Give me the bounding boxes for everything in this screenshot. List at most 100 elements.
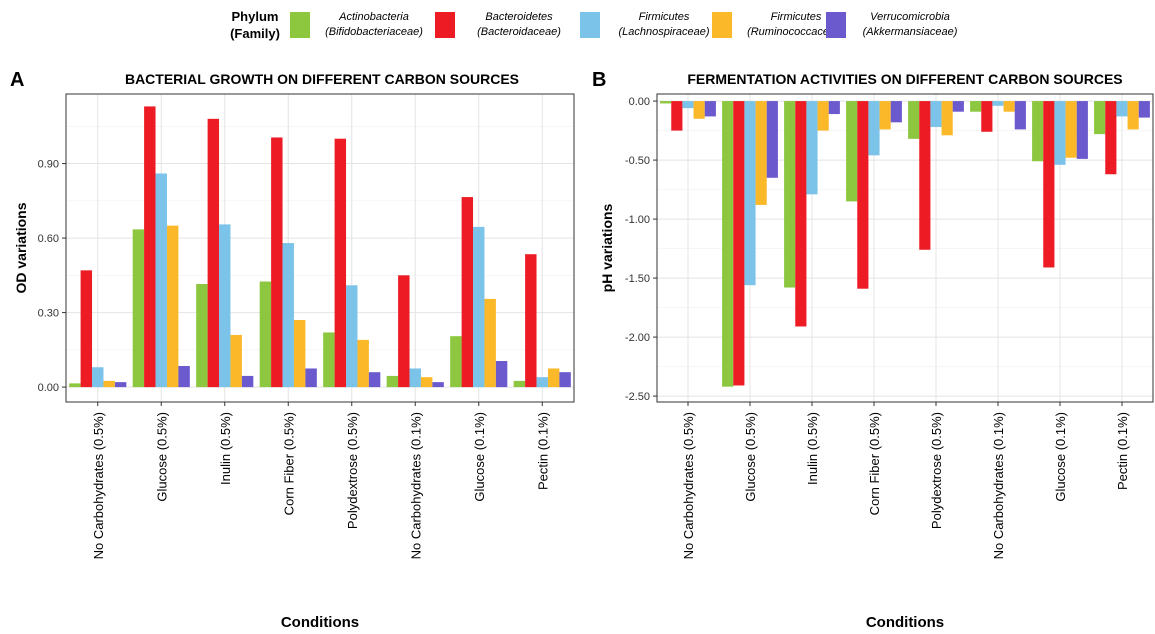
bar: [346, 285, 358, 388]
y-tick-label: 0.00: [38, 382, 59, 394]
bar: [1127, 101, 1139, 130]
chart-title: FERMENTATION ACTIVITIES ON DIFFERENT CAR…: [687, 71, 1122, 87]
bar: [857, 101, 869, 289]
legend-label-family: (Bifidobacteriaceae): [325, 26, 423, 38]
bar: [334, 138, 347, 388]
legend-label-family: (Akkermansiaceae): [862, 26, 958, 38]
bar: [420, 377, 433, 388]
bar: [704, 101, 716, 117]
bar: [536, 377, 548, 388]
bar: [178, 365, 190, 388]
legend-label: Verrucomicrobia (Akkermansiaceae): [850, 10, 970, 40]
bar: [484, 298, 496, 388]
bar: [386, 375, 399, 388]
bar: [513, 380, 526, 388]
bar: [219, 224, 231, 388]
bar: [114, 382, 127, 388]
bar: [323, 332, 335, 388]
y-tick-label: 0.60: [38, 233, 59, 245]
x-tick-label: Pectin (0.1%): [1115, 412, 1130, 490]
legend-label-phylum: Verrucomicrobia: [870, 11, 950, 23]
x-tick-label: Inulin (0.5%): [805, 412, 820, 485]
bar: [828, 101, 840, 115]
bar: [1076, 101, 1088, 159]
legend-label: Firmicutes (Lachnospiraceae): [604, 10, 724, 40]
y-tick-label: 0.00: [629, 96, 650, 108]
bar: [755, 101, 767, 205]
bar: [132, 229, 145, 388]
bar: [846, 101, 858, 202]
x-tick-label: Corn Fiber (0.5%): [281, 412, 296, 515]
bar: [103, 380, 115, 388]
bar: [941, 101, 953, 136]
x-tick-label: No Carbohydrates (0.5%): [91, 412, 106, 559]
bar: [230, 334, 242, 388]
bar: [733, 101, 745, 386]
bar: [744, 101, 756, 286]
x-tick-label: Glucose (0.1%): [472, 412, 487, 502]
bar: [682, 101, 694, 109]
bar: [282, 243, 294, 388]
x-tick-label: Inulin (0.5%): [218, 412, 233, 485]
chart-legend: Phylum (Family) Actinobacteria (Bifidobac…: [228, 6, 958, 44]
x-tick-label: No Carbohydrates (0.5%): [681, 412, 696, 559]
bar: [166, 225, 179, 388]
bar: [981, 101, 993, 132]
bar: [817, 101, 829, 131]
bar: [1138, 101, 1150, 118]
legend-label: Actinobacteria (Bifidobacteriaceae): [314, 10, 434, 40]
y-tick-label: 0.30: [38, 308, 59, 320]
plot-border: [65, 93, 575, 403]
bar: [952, 101, 964, 112]
chart-title: BACTERIAL GROWTH ON DIFFERENT CARBON SOU…: [125, 71, 519, 87]
bar: [766, 101, 778, 178]
bar: [305, 368, 317, 388]
bar: [784, 101, 796, 288]
legend-label-family: (Bacteroidaceae): [477, 26, 561, 38]
bar: [69, 383, 81, 388]
legend-swatch: [435, 12, 455, 38]
bar: [1065, 101, 1077, 158]
bar: [722, 101, 734, 387]
bar: [1105, 101, 1117, 175]
bar: [144, 106, 156, 388]
x-tick-label: Pectin (0.1%): [535, 412, 550, 490]
y-tick-label: -1.50: [625, 273, 650, 285]
legend-label-family: (Lachnospiraceae): [618, 26, 710, 38]
legend-title: Phylum (Family): [230, 9, 280, 41]
bar: [868, 101, 880, 156]
bar: [525, 254, 537, 388]
bar: [398, 275, 410, 388]
y-axis-title: pH variations: [599, 203, 615, 292]
legend-label: Bacteroidetes (Bacteroidaceae): [459, 10, 579, 40]
bar: [879, 101, 891, 130]
x-tick-label: Glucose (0.1%): [1053, 412, 1068, 502]
bar: [450, 336, 462, 388]
legend-label-phylum: Bacteroidetes: [485, 11, 553, 23]
legend-swatch: [580, 12, 600, 38]
legend-label-phylum: Actinobacteria: [339, 11, 409, 23]
x-tick-label: Corn Fiber (0.5%): [867, 412, 882, 515]
bar: [241, 375, 254, 388]
y-tick-label: -2.50: [625, 391, 650, 403]
y-tick-label: -0.50: [625, 155, 650, 167]
bar: [293, 320, 306, 388]
x-axis-title: Conditions: [866, 614, 944, 631]
legend-swatch: [290, 12, 310, 38]
bar: [259, 281, 272, 388]
x-tick-label: No Carbohydrates (0.1%): [408, 412, 423, 559]
plot-border: [656, 93, 1154, 403]
x-tick-label: Glucose (0.5%): [743, 412, 758, 502]
bar: [970, 101, 982, 112]
y-axis-title: OD variations: [13, 202, 29, 293]
bar: [1032, 101, 1044, 162]
bar: [919, 101, 931, 250]
bar: [992, 101, 1004, 106]
bar: [461, 197, 474, 388]
x-tick-label: Polydextrose (0.5%): [345, 412, 360, 529]
bar: [409, 368, 421, 388]
bar: [1043, 101, 1055, 268]
bar: [80, 270, 93, 388]
x-tick-label: Glucose (0.5%): [154, 412, 169, 502]
bar: [473, 226, 485, 388]
